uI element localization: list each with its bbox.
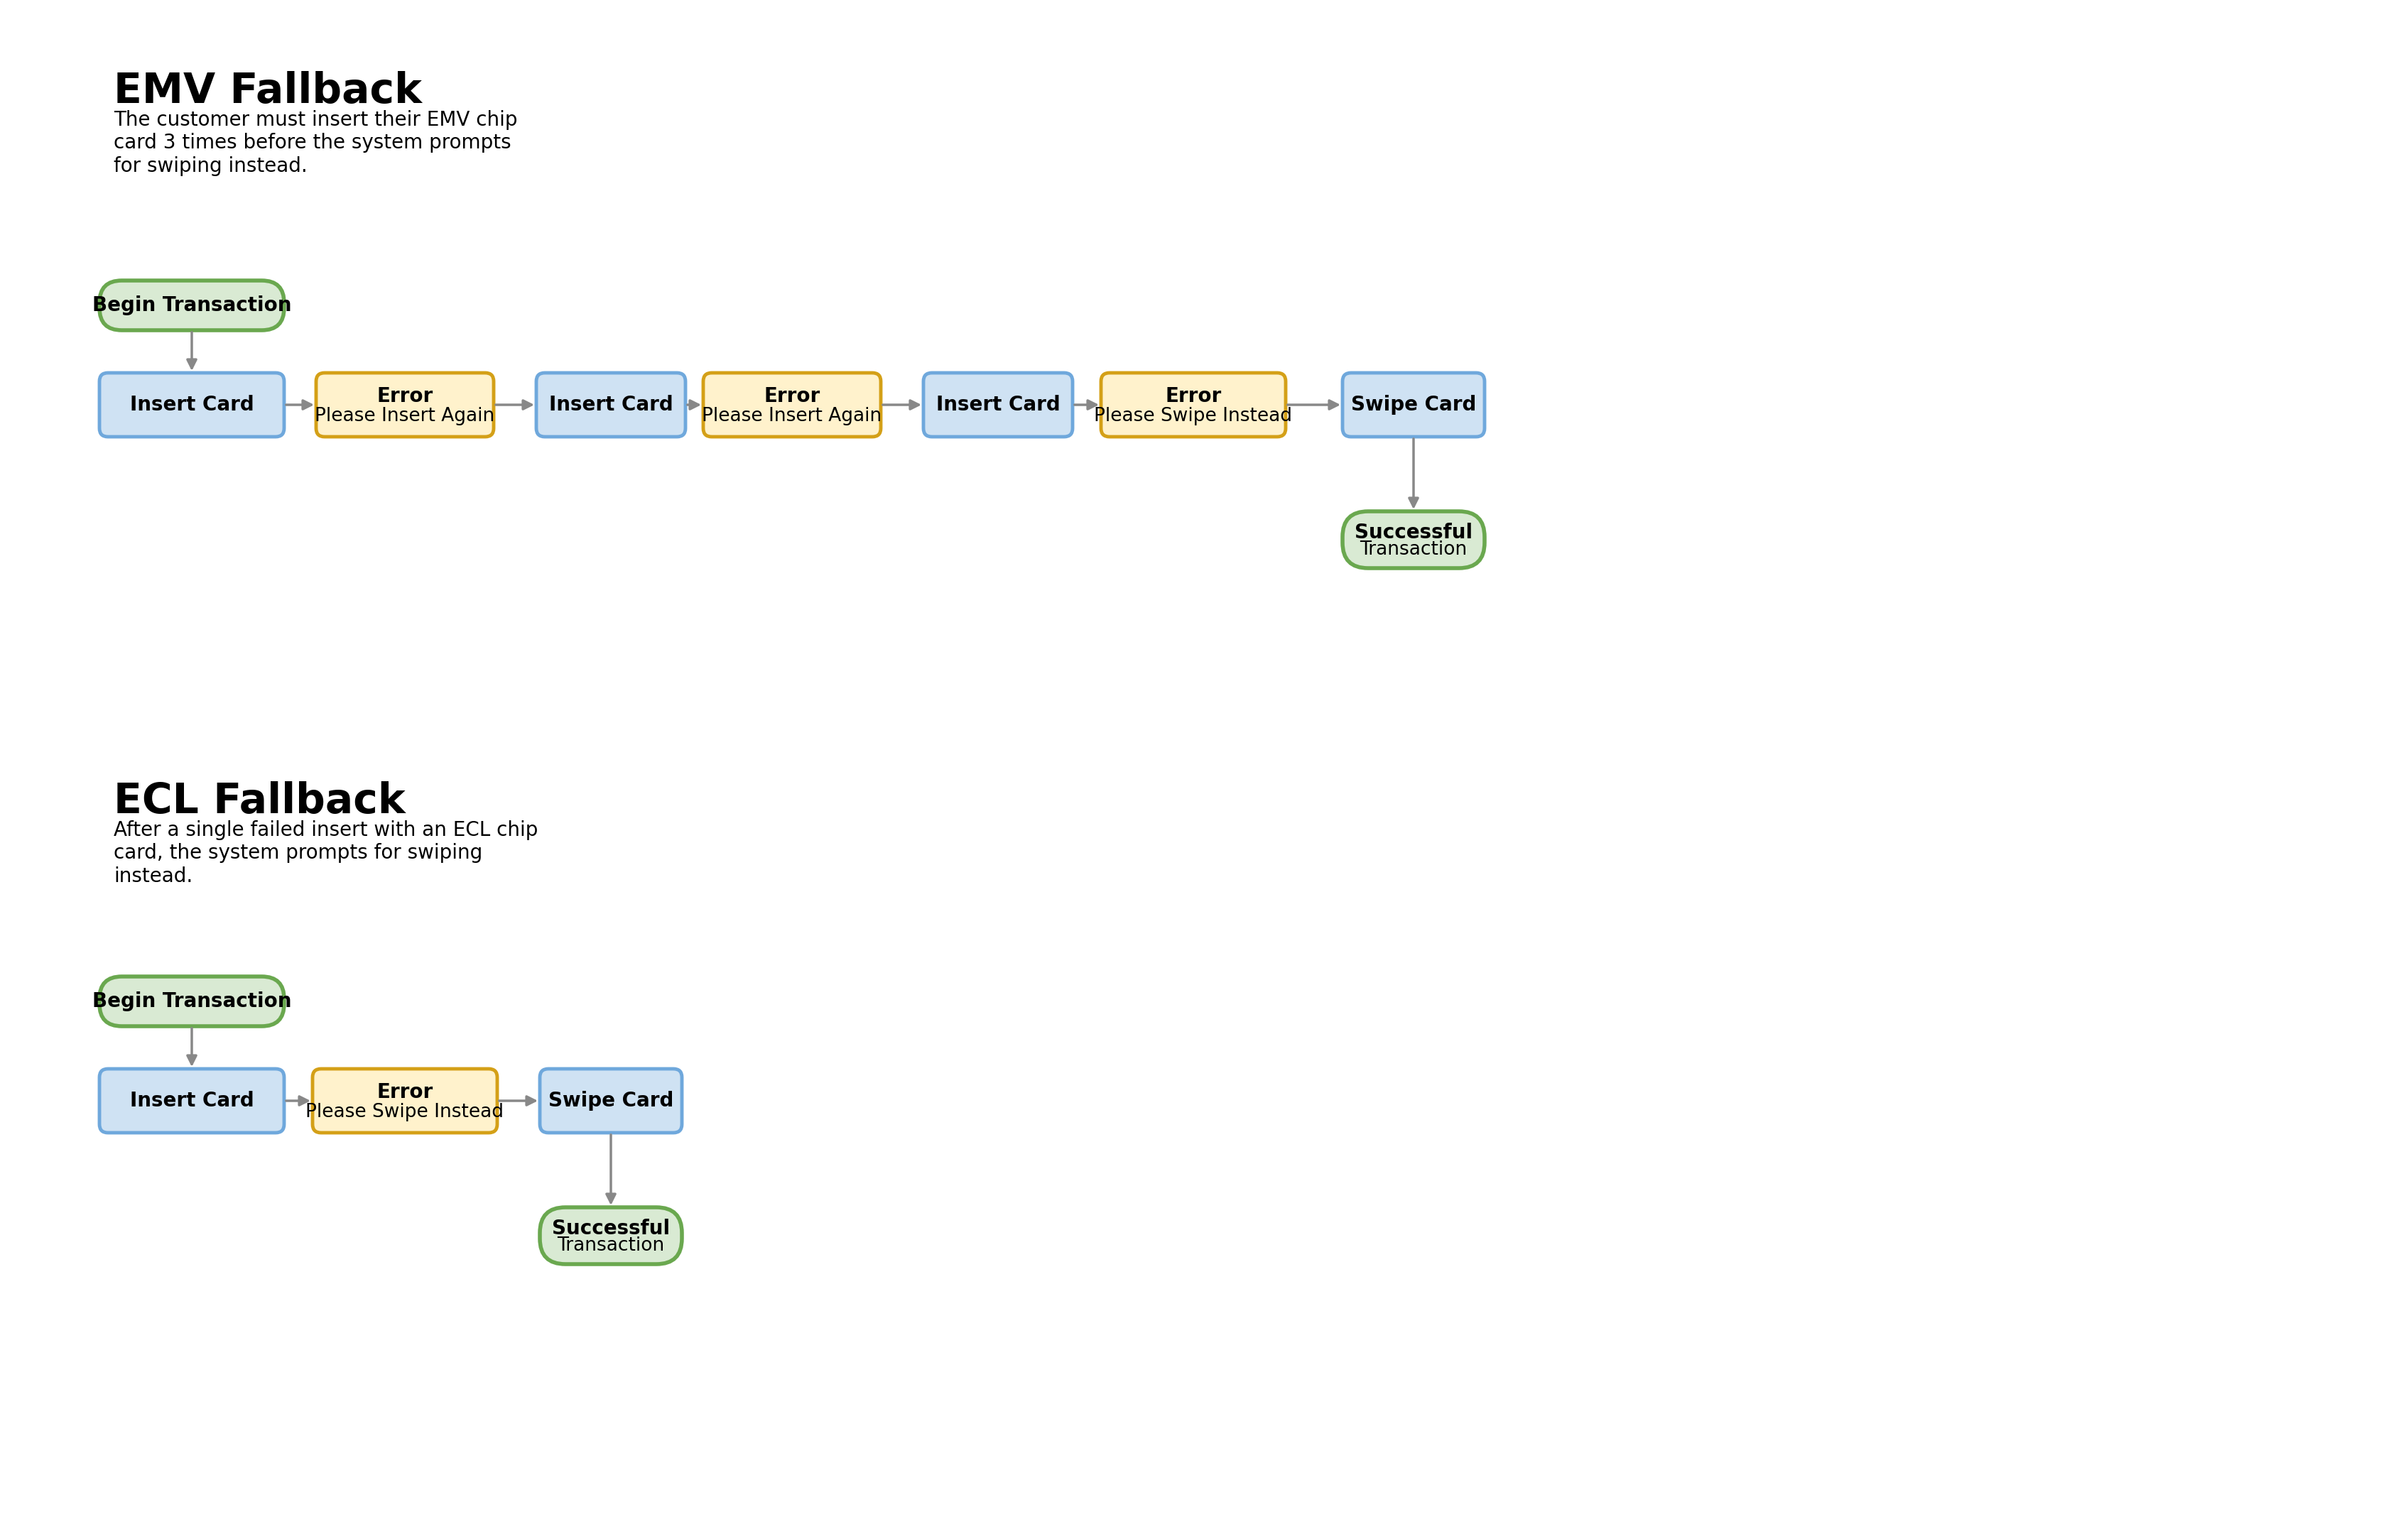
Text: Insert Card: Insert Card [937, 394, 1060, 414]
FancyBboxPatch shape [315, 373, 494, 437]
Text: Insert Card: Insert Card [130, 1091, 253, 1111]
FancyBboxPatch shape [99, 977, 284, 1026]
Text: Error: Error [1165, 387, 1221, 407]
FancyBboxPatch shape [539, 1207, 681, 1264]
Text: After a single failed insert with an ECL chip
card, the system prompts for swipi: After a single failed insert with an ECL… [113, 821, 537, 887]
Text: Please Insert Again: Please Insert Again [703, 407, 881, 425]
FancyBboxPatch shape [1100, 373, 1286, 437]
Text: Successful: Successful [1356, 523, 1474, 543]
FancyBboxPatch shape [99, 281, 284, 330]
Text: Error: Error [376, 1083, 433, 1103]
Text: Begin Transaction: Begin Transaction [92, 991, 291, 1011]
Text: Transaction: Transaction [556, 1236, 665, 1255]
FancyBboxPatch shape [99, 373, 284, 437]
Text: Successful: Successful [551, 1218, 669, 1238]
FancyBboxPatch shape [1344, 511, 1486, 568]
Text: Insert Card: Insert Card [130, 394, 253, 414]
Text: Transaction: Transaction [1361, 542, 1466, 560]
Text: Please Swipe Instead: Please Swipe Instead [1093, 407, 1293, 425]
FancyBboxPatch shape [537, 373, 686, 437]
Text: Error: Error [376, 387, 433, 407]
Text: Insert Card: Insert Card [549, 394, 672, 414]
FancyBboxPatch shape [539, 1069, 681, 1132]
Text: EMV Fallback: EMV Fallback [113, 71, 421, 112]
Text: ECL Fallback: ECL Fallback [113, 781, 405, 822]
FancyBboxPatch shape [922, 373, 1072, 437]
FancyBboxPatch shape [99, 1069, 284, 1132]
Text: The customer must insert their EMV chip
card 3 times before the system prompts
f: The customer must insert their EMV chip … [113, 110, 518, 176]
Text: Please Swipe Instead: Please Swipe Instead [306, 1103, 503, 1121]
Text: Please Insert Again: Please Insert Again [315, 407, 494, 425]
Text: Swipe Card: Swipe Card [549, 1091, 674, 1111]
Text: Begin Transaction: Begin Transaction [92, 296, 291, 316]
FancyBboxPatch shape [313, 1069, 496, 1132]
FancyBboxPatch shape [703, 373, 881, 437]
Text: Error: Error [763, 387, 821, 407]
FancyBboxPatch shape [1344, 373, 1486, 437]
Text: Swipe Card: Swipe Card [1351, 394, 1476, 414]
